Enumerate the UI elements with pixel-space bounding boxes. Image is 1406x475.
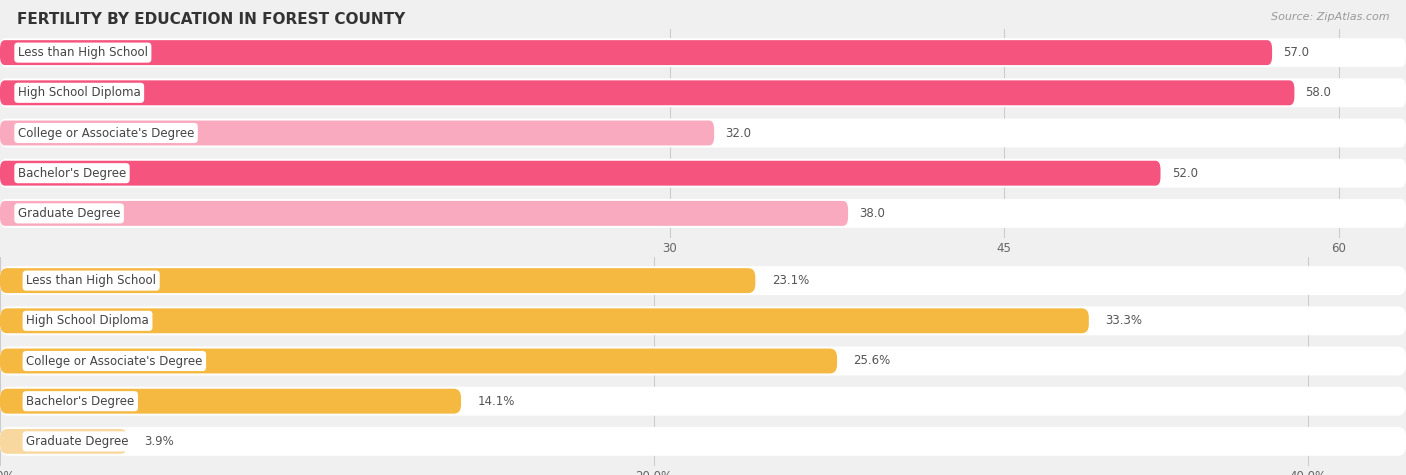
FancyBboxPatch shape — [0, 161, 1160, 186]
FancyBboxPatch shape — [0, 308, 1088, 333]
Text: FERTILITY BY EDUCATION IN FOREST COUNTY: FERTILITY BY EDUCATION IN FOREST COUNTY — [17, 12, 405, 27]
Text: 32.0: 32.0 — [725, 126, 751, 140]
FancyBboxPatch shape — [0, 266, 1406, 295]
Text: 58.0: 58.0 — [1306, 86, 1331, 99]
FancyBboxPatch shape — [0, 429, 128, 454]
Text: Graduate Degree: Graduate Degree — [27, 435, 129, 448]
Text: 14.1%: 14.1% — [478, 395, 515, 408]
FancyBboxPatch shape — [0, 38, 1406, 67]
Text: 25.6%: 25.6% — [853, 354, 890, 368]
FancyBboxPatch shape — [0, 306, 1406, 335]
Text: 3.9%: 3.9% — [143, 435, 173, 448]
Text: Graduate Degree: Graduate Degree — [18, 207, 121, 220]
Text: Bachelor's Degree: Bachelor's Degree — [27, 395, 135, 408]
FancyBboxPatch shape — [0, 268, 755, 293]
FancyBboxPatch shape — [0, 199, 1406, 228]
FancyBboxPatch shape — [0, 119, 1406, 147]
Text: 33.3%: 33.3% — [1105, 314, 1142, 327]
FancyBboxPatch shape — [0, 78, 1406, 107]
FancyBboxPatch shape — [0, 427, 1406, 456]
Text: College or Associate's Degree: College or Associate's Degree — [18, 126, 194, 140]
FancyBboxPatch shape — [0, 389, 461, 414]
FancyBboxPatch shape — [0, 347, 1406, 375]
FancyBboxPatch shape — [0, 349, 837, 373]
Text: Source: ZipAtlas.com: Source: ZipAtlas.com — [1271, 12, 1389, 22]
Text: Less than High School: Less than High School — [27, 274, 156, 287]
Text: 38.0: 38.0 — [859, 207, 886, 220]
FancyBboxPatch shape — [0, 387, 1406, 416]
Text: High School Diploma: High School Diploma — [18, 86, 141, 99]
FancyBboxPatch shape — [0, 121, 714, 145]
Text: 52.0: 52.0 — [1171, 167, 1198, 180]
Text: Bachelor's Degree: Bachelor's Degree — [18, 167, 127, 180]
Text: 23.1%: 23.1% — [772, 274, 808, 287]
Text: High School Diploma: High School Diploma — [27, 314, 149, 327]
Text: College or Associate's Degree: College or Associate's Degree — [27, 354, 202, 368]
FancyBboxPatch shape — [0, 159, 1406, 188]
Text: 57.0: 57.0 — [1284, 46, 1309, 59]
FancyBboxPatch shape — [0, 80, 1295, 105]
FancyBboxPatch shape — [0, 40, 1272, 65]
FancyBboxPatch shape — [0, 201, 848, 226]
Text: Less than High School: Less than High School — [18, 46, 148, 59]
